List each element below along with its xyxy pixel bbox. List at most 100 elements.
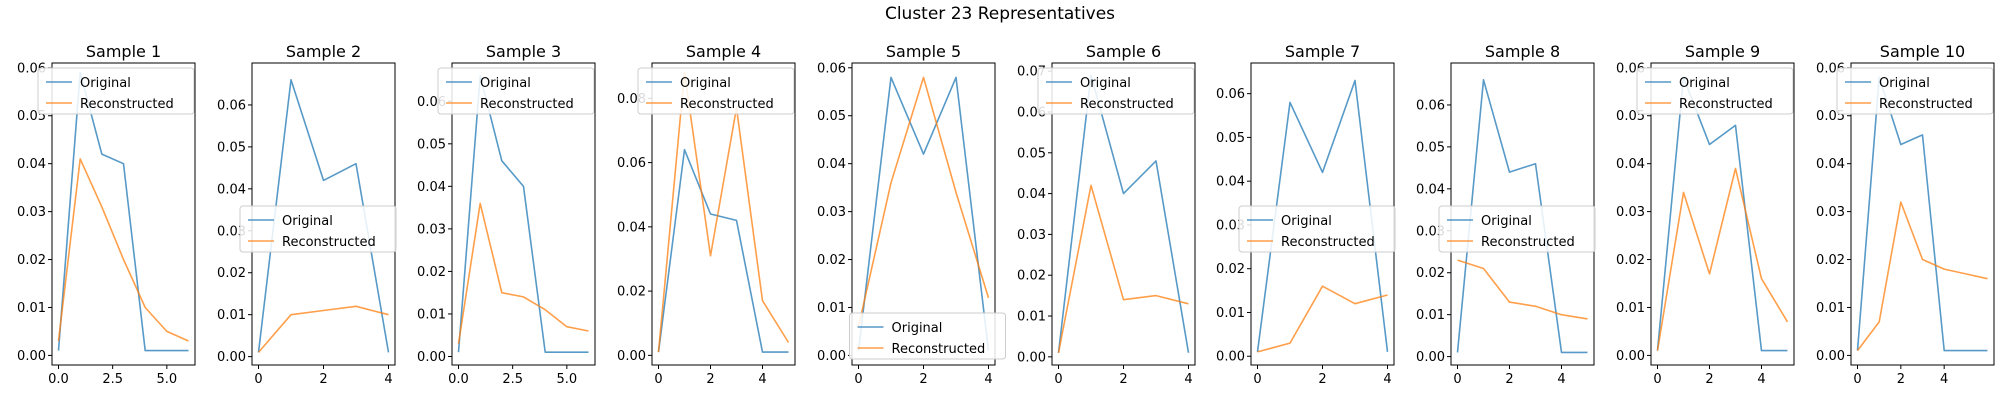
series-line-reconstructed <box>1057 184 1189 353</box>
legend-box <box>1438 205 1596 253</box>
y-tick-label: 0.00 <box>217 350 246 365</box>
y-tick-label: 0.05 <box>1416 140 1445 155</box>
y-tick-label: 0.06 <box>617 156 646 171</box>
subplot-4: Sample 40.000.020.040.060.080 2 4OriginalR… <box>617 42 796 387</box>
legend-label: Original <box>80 76 131 91</box>
legend-box <box>37 67 195 115</box>
legend-label: Reconstructed <box>892 342 986 357</box>
y-tick-label: 0.04 <box>617 220 646 235</box>
x-tick-label: 2 <box>919 372 927 387</box>
subplot-title: Sample 10 <box>1880 42 1965 61</box>
y-tick-label: 0.02 <box>817 253 846 268</box>
subplot-title: Sample 9 <box>1685 42 1760 61</box>
y-tick-label: 0.05 <box>417 137 446 152</box>
series-line-reconstructed <box>857 76 990 327</box>
series-line-original <box>1057 74 1190 353</box>
x-tick-label: 4 <box>1940 372 1948 387</box>
y-tick-label: 0.04 <box>1816 157 1845 172</box>
x-tick-label: 0.0 <box>48 372 69 387</box>
x-tick-label: 2 <box>1318 372 1326 387</box>
legend-label: Original <box>680 76 731 91</box>
y-tick-label: 0.00 <box>17 349 46 364</box>
x-tick-label: 2 <box>319 372 327 387</box>
y-tick-label: 0.00 <box>1216 350 1245 365</box>
subplot-8: Sample 8 0.00 0.01 0.02 0.03 0.04 0.05 0.06 0 2 4 O… <box>1416 42 1596 387</box>
y-tick-label: 0.02 <box>1816 253 1845 268</box>
legend-label: Original <box>1481 214 1532 229</box>
x-tick-label: 4 <box>1184 372 1192 387</box>
axes-frame <box>1850 62 1995 366</box>
x-tick-label: 0 <box>854 372 862 387</box>
axes-frame <box>451 62 596 366</box>
x-tick-label: 4 <box>1757 372 1765 387</box>
y-tick-label: 0.01 <box>1816 301 1845 316</box>
x-tick-label: 0 <box>1253 372 1261 387</box>
x-tick-label: 0 <box>254 372 262 387</box>
legend-box <box>1238 205 1396 253</box>
axes-frame <box>1650 62 1795 366</box>
y-tick-label: 0.05 <box>817 109 846 124</box>
y-tick-label: 0.02 <box>217 266 246 281</box>
x-tick-label: 5.0 <box>156 372 177 387</box>
series-line-reconstructed <box>1656 167 1789 351</box>
y-tick-label: 0.06 <box>1416 98 1445 113</box>
y-tick-label: 0.03 <box>1216 218 1245 233</box>
y-tick-label: 0.05 <box>1216 131 1245 146</box>
subplot-title: Sample 3 <box>486 42 561 61</box>
y-tick-label: 0.00 <box>617 349 646 364</box>
series-line-original <box>1456 79 1588 354</box>
subplot-9: Sample 90.000.010.020.030.040.050.060 2 4O… <box>1616 42 1795 387</box>
legend-label: Reconstructed <box>282 235 376 250</box>
subplot-title: Sample 4 <box>686 42 761 61</box>
y-tick-label: 0.01 <box>217 308 246 323</box>
legend-box <box>637 67 795 115</box>
subplot-10: Sample 100.000.010.020.030.040.050.060 2 4… <box>1816 42 1995 387</box>
axes-frame <box>851 62 996 366</box>
legend-label: Reconstructed <box>1080 97 1174 112</box>
subplot-6: Sample 60.000.010.020.030.040.050.060.07… <box>1017 42 1196 387</box>
x-tick-label: 0 <box>1054 372 1062 387</box>
x-tick-label: 0 <box>1453 372 1461 387</box>
y-tick-label: 0.04 <box>1216 175 1245 190</box>
subplot-3: Sample 30.000.010.020.030.040.050.060.0 2… <box>417 42 596 387</box>
y-tick-label: 0.02 <box>1616 253 1645 268</box>
legend: Original Reconstructed <box>1836 67 1994 115</box>
y-tick-label: 0.03 <box>17 205 46 220</box>
series-line-original <box>1656 76 1788 352</box>
y-tick-label: 0.03 <box>817 205 846 220</box>
series-line-reconstructed <box>657 71 790 353</box>
legend: Original Reconstructed <box>37 67 195 115</box>
y-tick-label: 0.00 <box>1017 350 1046 365</box>
y-tick-label: 0.01 <box>1216 306 1245 321</box>
legend-label: Original <box>1080 76 1131 91</box>
legend: Original Reconstructed <box>1238 205 1396 253</box>
x-tick-label: 4 <box>984 372 992 387</box>
subplot-title: Sample 5 <box>886 42 961 61</box>
subplot-title: Sample 8 <box>1485 42 1560 61</box>
legend-label: Reconstructed <box>1481 235 1575 250</box>
legend-label: Original <box>1879 76 1930 91</box>
y-tick-label: 0.03 <box>1416 224 1445 239</box>
series-line-reconstructed <box>1856 201 1988 352</box>
legend-label: Reconstructed <box>680 97 774 112</box>
series-line-reconstructed <box>1457 259 1588 320</box>
legend-box <box>437 67 595 115</box>
legend-label: Reconstructed <box>480 97 574 112</box>
x-tick-label: 0 <box>1853 372 1861 387</box>
legend-label: Reconstructed <box>80 97 174 112</box>
x-tick-label: 0 <box>654 372 662 387</box>
legend-box <box>849 312 1006 360</box>
y-tick-label: 0.00 <box>417 350 446 365</box>
series-line-reconstructed <box>457 202 589 344</box>
y-tick-label: 0.03 <box>1616 205 1645 220</box>
x-tick-label: 2 <box>1119 372 1127 387</box>
figure-title: Cluster 23 Representatives <box>884 4 1116 24</box>
y-tick-label: 0.06 <box>217 98 246 113</box>
x-tick-label: 4 <box>1557 372 1565 387</box>
series-line-original <box>857 76 990 351</box>
x-tick-label: 4 <box>758 372 766 387</box>
y-tick-label: 0.05 <box>1017 146 1046 161</box>
y-tick-label: 0.01 <box>1616 301 1645 316</box>
legend-label: Original <box>1679 76 1730 91</box>
